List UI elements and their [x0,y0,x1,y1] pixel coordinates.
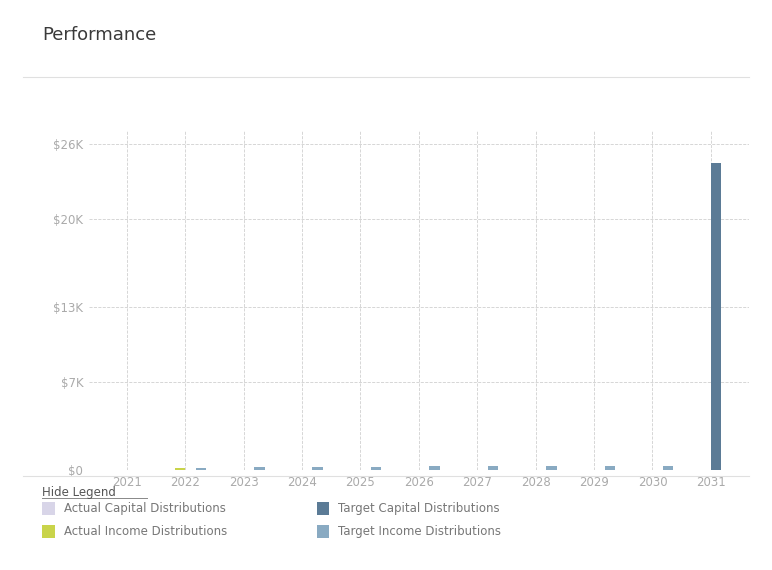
Bar [254,467,265,470]
Bar [371,467,381,470]
Bar [546,466,557,470]
Text: Hide Legend: Hide Legend [42,486,117,499]
Text: Performance: Performance [42,26,157,44]
Bar [663,466,673,470]
Bar [429,466,440,470]
Bar [711,162,721,470]
Text: Target Capital Distributions: Target Capital Distributions [338,502,499,515]
Text: Target Income Distributions: Target Income Distributions [338,525,501,538]
Text: Actual Capital Distributions: Actual Capital Distributions [64,502,226,515]
Bar [604,466,615,470]
Bar [174,468,185,470]
Bar [313,467,323,470]
Bar [195,468,206,470]
Text: Actual Income Distributions: Actual Income Distributions [64,525,227,538]
Bar [488,466,498,470]
